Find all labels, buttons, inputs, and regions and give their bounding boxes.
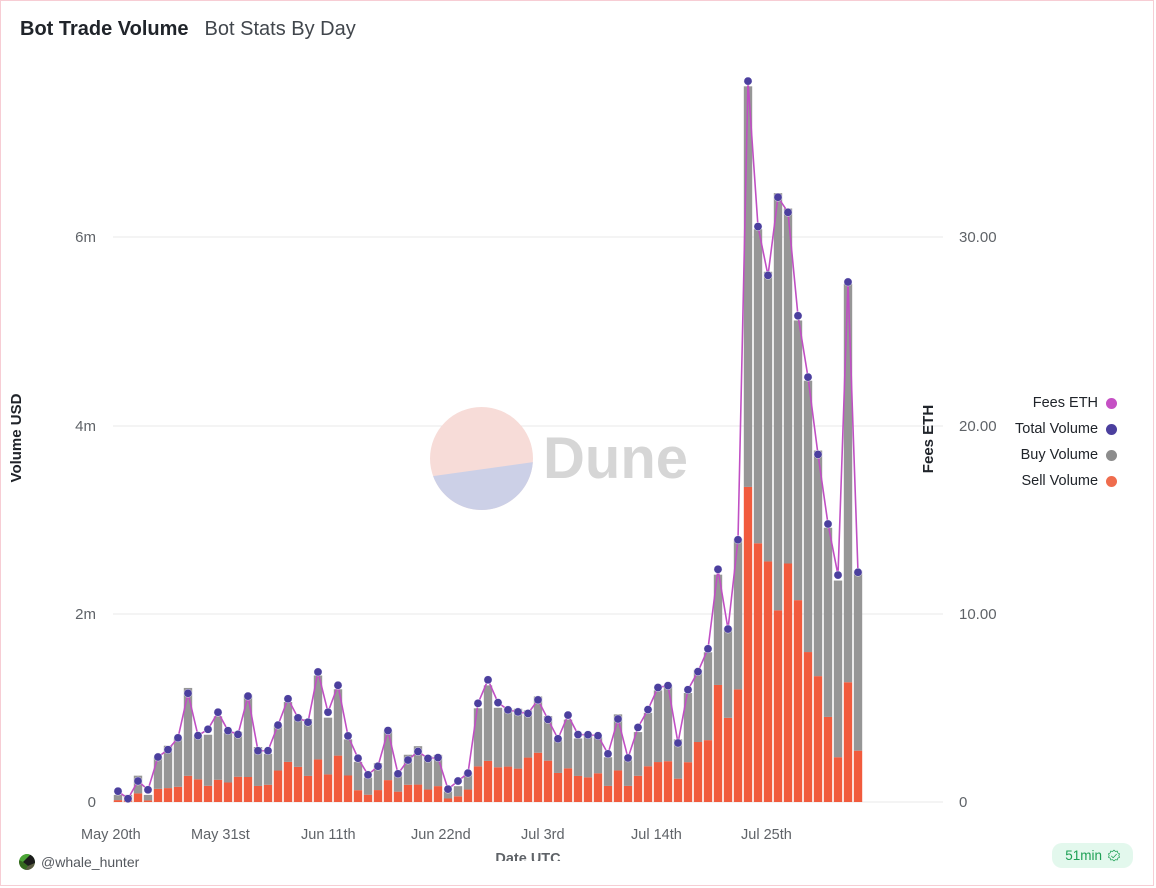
svg-text:Volume USD: Volume USD bbox=[8, 393, 25, 482]
svg-text:20.00: 20.00 bbox=[959, 418, 997, 435]
svg-text:Fees ETH: Fees ETH bbox=[920, 405, 937, 473]
svg-text:May 20th: May 20th bbox=[81, 827, 141, 843]
svg-text:Jul 14th: Jul 14th bbox=[631, 827, 682, 843]
svg-text:May 31st: May 31st bbox=[191, 827, 250, 843]
svg-text:4m: 4m bbox=[75, 418, 96, 435]
svg-text:2m: 2m bbox=[75, 606, 96, 623]
svg-text:Date UTC: Date UTC bbox=[495, 851, 561, 861]
svg-text:6m: 6m bbox=[75, 229, 96, 246]
svg-text:0: 0 bbox=[959, 794, 967, 811]
svg-text:Jun 11th: Jun 11th bbox=[301, 827, 356, 843]
svg-text:0: 0 bbox=[88, 794, 96, 811]
svg-text:Jul 25th: Jul 25th bbox=[741, 827, 792, 843]
svg-text:Jun 22nd: Jun 22nd bbox=[411, 827, 471, 843]
svg-text:30.00: 30.00 bbox=[959, 229, 997, 246]
svg-text:Jul 3rd: Jul 3rd bbox=[521, 827, 565, 843]
svg-text:10.00: 10.00 bbox=[959, 606, 997, 623]
